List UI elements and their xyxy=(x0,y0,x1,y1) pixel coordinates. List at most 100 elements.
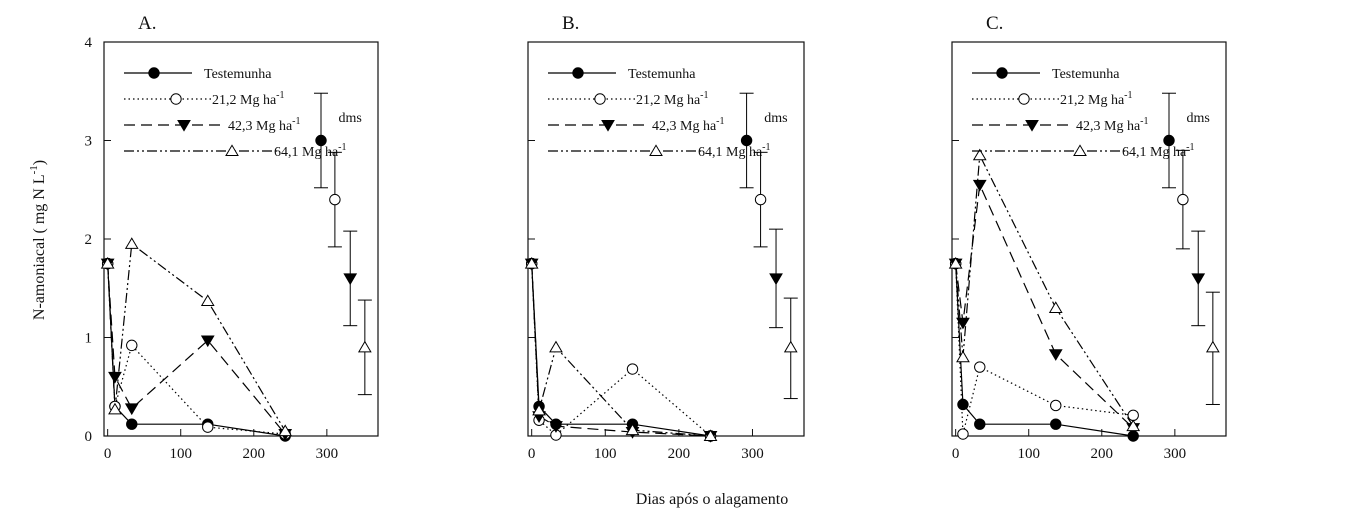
data-point-series-3 xyxy=(200,335,215,348)
dms-error-bar xyxy=(327,151,342,248)
legend-label: 42,3 Mg ha-1 xyxy=(652,116,725,134)
data-point-series-4 xyxy=(278,424,293,437)
y-axis-title: N-amoniacal ( mg N L-1) xyxy=(28,160,48,320)
dms-error-bar xyxy=(343,230,358,327)
legend-label: Testemunha xyxy=(628,67,696,82)
x-tick-label: 300 xyxy=(1164,446,1187,462)
dms-marker xyxy=(1205,340,1220,353)
data-point-series-4 xyxy=(549,340,563,353)
data-point-series-2 xyxy=(974,361,986,373)
dms-error-bar xyxy=(1162,92,1177,189)
x-tick-label: 100 xyxy=(594,446,617,462)
x-tick-label: 300 xyxy=(741,446,764,462)
dms-label: dms xyxy=(339,111,362,126)
dms-error-bar xyxy=(1175,149,1190,250)
x-tick-label: 0 xyxy=(528,446,536,462)
legend-entry-1: Testemunha xyxy=(548,67,696,82)
data-point-series-1 xyxy=(1050,418,1062,430)
y-tick-label: 2 xyxy=(85,232,93,248)
data-point-series-4 xyxy=(972,148,987,161)
legend-label: 64,1 Mg ha-1 xyxy=(698,142,771,160)
legend-marker xyxy=(996,67,1008,79)
legend-entry-2: 21,2 Mg ha-1 xyxy=(124,90,285,108)
legend-label: 64,1 Mg ha-1 xyxy=(1122,142,1195,160)
series-line-2 xyxy=(955,263,1134,435)
legend-label: 21,2 Mg ha-1 xyxy=(1060,90,1133,108)
panel-c: C. 0 100 200 300 Testemunha 21,2 Mg ha-1 42,3 M… xyxy=(948,13,1227,462)
data-point-series-4 xyxy=(1126,419,1141,432)
legend-label: 42,3 Mg ha-1 xyxy=(228,116,301,134)
dms-marker xyxy=(754,193,767,206)
data-point-series-4 xyxy=(703,429,718,441)
data-point-series-4 xyxy=(124,237,139,249)
data-point-series-2 xyxy=(202,421,214,433)
legend-label: Testemunha xyxy=(1052,67,1120,82)
x-tick-label: 100 xyxy=(169,446,192,462)
dms-marker xyxy=(315,134,327,147)
series-line-4 xyxy=(107,242,286,432)
panel-label: A. xyxy=(138,13,156,34)
data-point-series-4 xyxy=(532,403,546,416)
legend-entry-3: 42,3 Mg ha-1 xyxy=(972,116,1149,134)
panel-b: B. 0 100 200 300 Testemunha 21,2 Mg ha-1 42,3 M… xyxy=(524,13,805,462)
data-point-series-1 xyxy=(974,418,986,430)
legend-entry-2: 21,2 Mg ha-1 xyxy=(972,90,1133,108)
legend-entry-4: 64,1 Mg ha-1 xyxy=(972,142,1195,160)
dms-error-bar xyxy=(357,299,372,396)
y-tick-label: 0 xyxy=(85,429,93,445)
legend-label: 21,2 Mg ha-1 xyxy=(212,90,285,108)
legend-marker xyxy=(1018,93,1030,105)
x-axis-title: Dias após o alagamento xyxy=(636,491,788,508)
legend-marker xyxy=(572,67,584,79)
x-tick-label: 200 xyxy=(243,446,266,462)
data-point-series-1 xyxy=(126,418,138,430)
legend-entry-4: 64,1 Mg ha-1 xyxy=(548,142,771,160)
data-point-series-4 xyxy=(524,256,539,269)
legend-marker xyxy=(148,67,160,79)
data-point-series-1 xyxy=(957,398,969,411)
dms-marker xyxy=(740,134,753,147)
legend-marker xyxy=(1025,120,1039,132)
x-tick-label: 200 xyxy=(668,446,691,462)
x-tick-label: 0 xyxy=(104,446,112,462)
dms-error-bar xyxy=(783,297,798,400)
data-point-series-4 xyxy=(948,256,963,269)
legend-label: 42,3 Mg ha-1 xyxy=(1076,116,1149,134)
legend-label: Testemunha xyxy=(204,67,272,82)
x-tick-label: 200 xyxy=(1091,446,1114,462)
dms-error-bar xyxy=(769,228,784,329)
data-point-series-3 xyxy=(108,371,122,384)
legend-label: 21,2 Mg ha-1 xyxy=(636,90,709,108)
legend-marker xyxy=(1073,144,1087,156)
data-point-series-4 xyxy=(200,294,215,307)
data-point-series-2 xyxy=(126,339,138,352)
data-point-series-4 xyxy=(100,256,115,269)
series-line-1 xyxy=(955,263,1134,437)
dms-marker xyxy=(343,273,358,286)
panel-a: A. 0 1 2 3 4 0 100 200 300 Testemunha 21,2 Mg ha-1 4… xyxy=(85,13,379,462)
panels: A. 0 1 2 3 4 0 100 200 300 Testemunha 21,2 Mg ha-1 4… xyxy=(85,13,1227,462)
series-line-3 xyxy=(107,263,286,435)
data-point-series-4 xyxy=(956,350,970,363)
y-tick-label: 3 xyxy=(85,134,93,150)
data-point-series-3 xyxy=(549,421,563,433)
legend-label: 64,1 Mg ha-1 xyxy=(274,142,347,160)
legend-entry-3: 42,3 Mg ha-1 xyxy=(548,116,725,134)
dms-marker xyxy=(329,193,341,206)
legend-entry-2: 21,2 Mg ha-1 xyxy=(548,90,709,108)
x-tick-label: 100 xyxy=(1017,446,1040,462)
legend-marker xyxy=(649,144,663,156)
dms-error-bar xyxy=(1191,230,1206,327)
legend-entry-1: Testemunha xyxy=(972,67,1120,82)
series-line-3 xyxy=(955,182,1134,429)
legend-marker xyxy=(170,93,182,105)
data-point-series-3 xyxy=(972,179,987,192)
dms-label: dms xyxy=(764,111,787,126)
legend-marker xyxy=(225,144,239,156)
dms-marker xyxy=(1191,273,1206,286)
panel-label: C. xyxy=(986,13,1003,34)
data-point-series-3 xyxy=(1048,349,1063,361)
dms-marker xyxy=(769,273,783,286)
dms-label: dms xyxy=(1187,111,1210,126)
